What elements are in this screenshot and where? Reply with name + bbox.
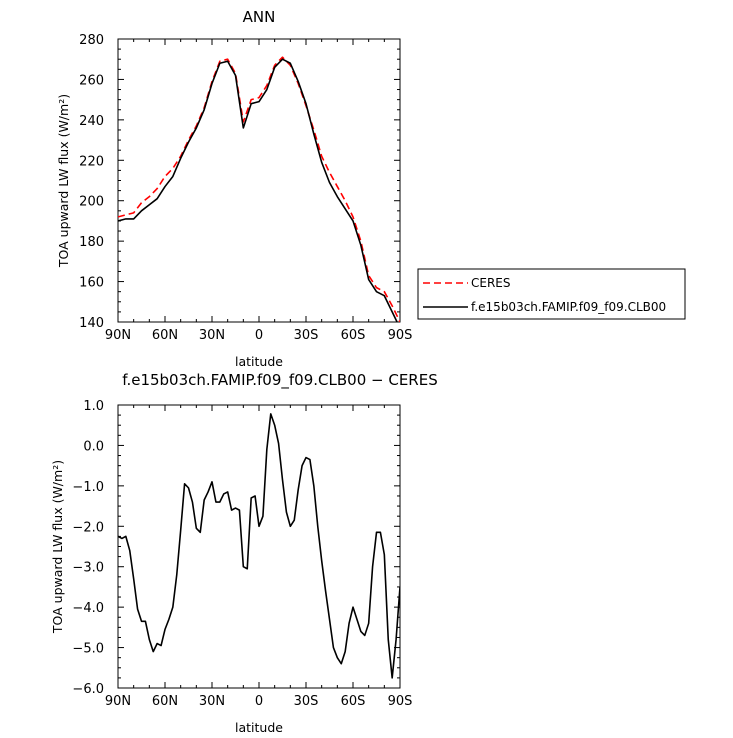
mean-flux-y-tick-label: 260 [79, 73, 104, 88]
mean-flux-x-axis-label: latitude [235, 354, 283, 369]
mean-flux-y-tick-label: 240 [79, 114, 104, 129]
mean-flux-y-tick-label: 200 [79, 195, 104, 210]
difference-x-tick-label: 90S [388, 694, 413, 709]
difference-y-tick-label: 1.0 [83, 399, 104, 414]
difference-y-tick-label: −5.0 [72, 642, 104, 657]
mean-flux-y-tick-label: 280 [79, 33, 104, 48]
mean-flux-x-tick-label: 30S [294, 328, 319, 343]
mean-flux-panel: ANN 90N 60N 30N 0 30S 60S 90S 140 160 180 200 220 24… [56, 8, 686, 369]
difference-x-tick-label: 60S [341, 694, 366, 709]
difference-x-tick-label: 30N [199, 694, 225, 709]
difference-x-tick-label: 90N [105, 694, 131, 709]
difference-y-tick-label: −4.0 [72, 601, 104, 616]
difference-x-axis-label: latitude [235, 720, 283, 735]
mean-flux-y-tick-label: 220 [79, 154, 104, 169]
mean-flux-x-tick-label: 30N [199, 328, 225, 343]
mean-flux-title: ANN [243, 8, 276, 26]
mean-flux-plot-frame [117, 38, 401, 323]
difference-title: f.e15b03ch.FAMIP.f09_f09.CLB00 − CERES [122, 371, 437, 390]
mean-flux-axes: 90N 60N 30N 0 30S 60S 90S 140 160 180 200 220 240 260… [79, 33, 412, 343]
difference-panel: f.e15b03ch.FAMIP.f09_f09.CLB00 − CERES 9… [50, 371, 438, 735]
mean-flux-x-tick-label: 0 [255, 328, 263, 343]
mean-flux-x-tick-label: 60S [341, 328, 366, 343]
difference-y-tick-label: −2.0 [72, 520, 104, 535]
difference-y-tick-label: −6.0 [72, 682, 104, 697]
mean-flux-y-tick-label: 180 [79, 235, 104, 250]
mean-flux-x-tick-label: 90S [388, 328, 413, 343]
mean-flux-y-tick-label: 160 [79, 276, 104, 291]
difference-y-tick-label: −1.0 [72, 480, 104, 495]
difference-y-tick-label: 0.0 [83, 439, 104, 454]
legend-label-ceres: CERES [471, 276, 511, 290]
difference-x-tick-label: 60N [152, 694, 178, 709]
legend-box [417, 268, 686, 320]
mean-flux-series-line-0 [118, 56, 400, 322]
legend-label-model: f.e15b03ch.FAMIP.f09_f09.CLB00 [471, 300, 666, 314]
mean-flux-y-axis-label: TOA upward LW flux (W/m²) [56, 94, 71, 268]
legend: CERES f.e15b03ch.FAMIP.f09_f09.CLB00 [417, 268, 686, 320]
difference-series [118, 413, 400, 679]
mean-flux-y-tick-label: 140 [79, 316, 104, 331]
difference-x-tick-label: 30S [294, 694, 319, 709]
difference-series-line-0 [118, 413, 400, 679]
mean-flux-series-line-1 [118, 58, 398, 322]
difference-x-tick-label: 0 [255, 694, 263, 709]
difference-y-tick-label: −3.0 [72, 561, 104, 576]
difference-y-axis-label: TOA upward LW flux (W/m²) [50, 460, 65, 634]
mean-flux-series [118, 56, 400, 322]
mean-flux-x-tick-label: 60N [152, 328, 178, 343]
mean-flux-x-tick-label: 90N [105, 328, 131, 343]
difference-axes: 90N 60N 30N 0 30S 60S 90S 1.0 0.0 −1.0 −2.0 −3.0 −4.… [72, 399, 412, 709]
